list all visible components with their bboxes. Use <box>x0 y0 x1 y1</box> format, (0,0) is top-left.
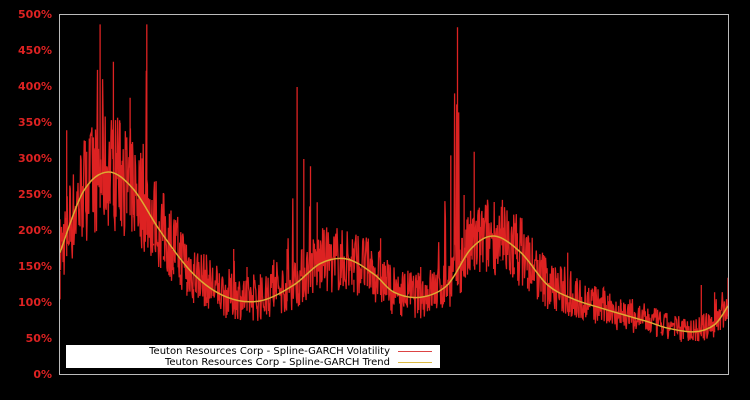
volatility-line <box>59 24 729 342</box>
y-tick-label: 150% <box>18 260 52 273</box>
plot-frame <box>59 14 729 375</box>
y-tick-label: 500% <box>18 8 52 21</box>
y-tick-label: 300% <box>18 152 52 165</box>
y-tick-label: 250% <box>18 188 52 201</box>
legend-swatch-trend <box>398 362 432 363</box>
legend: Teuton Resources Corp - Spline-GARCH Vol… <box>66 345 440 368</box>
y-tick-label: 200% <box>18 224 52 237</box>
y-tick-label: 0% <box>33 368 52 381</box>
y-tick-label: 350% <box>18 116 52 129</box>
y-tick-label: 450% <box>18 44 52 57</box>
legend-swatch-volatility <box>398 351 432 352</box>
trend-line <box>59 171 729 333</box>
y-tick-label: 100% <box>18 296 52 309</box>
legend-label: Teuton Resources Corp - Spline-GARCH Vol… <box>149 346 390 357</box>
trend-series <box>59 171 729 333</box>
legend-label: Teuton Resources Corp - Spline-GARCH Tre… <box>164 357 390 368</box>
legend-item-trend: Teuton Resources Corp - Spline-GARCH Tre… <box>165 357 432 368</box>
y-tick-label: 50% <box>25 332 52 345</box>
y-tick-label: 400% <box>18 80 52 93</box>
legend-item-volatility: Teuton Resources Corp - Spline-GARCH Vol… <box>149 346 432 357</box>
volatility-series <box>59 24 729 342</box>
